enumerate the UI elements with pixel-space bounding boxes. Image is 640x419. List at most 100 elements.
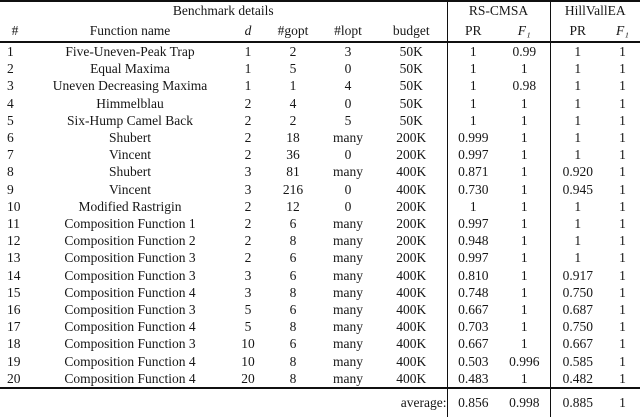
- cell: 1: [619, 336, 626, 352]
- cell: 4: [289, 95, 297, 111]
- table-header: Benchmark details RS-CMSA HillVallEA # F…: [0, 1, 640, 42]
- cell: 15: [7, 284, 21, 300]
- cell: many: [333, 267, 363, 283]
- cell: 5: [244, 319, 252, 335]
- table-row: 17 Composition Function 4 5 8 many 400K 0.703 1…: [0, 318, 640, 336]
- cell: 200K: [396, 233, 427, 249]
- cell: 0.997: [446, 215, 499, 233]
- cell: 1: [244, 78, 252, 94]
- group-header-hillvallea: HillVallEA: [549, 1, 640, 20]
- cell: 1: [619, 216, 626, 232]
- cell: Composition Function 3: [64, 267, 196, 283]
- cell: 1: [520, 61, 528, 77]
- cell: 10: [7, 198, 21, 214]
- group-header-row: Benchmark details RS-CMSA HillVallEA: [0, 1, 640, 20]
- cell: 1: [619, 233, 626, 249]
- cell: 1: [619, 112, 626, 128]
- cell: 1: [619, 181, 626, 197]
- cell: Composition Function 3: [64, 336, 196, 352]
- cell: 0.98: [512, 78, 537, 94]
- cell: 50K: [399, 44, 423, 59]
- cell: 1: [520, 302, 528, 318]
- cell: Composition Function 2: [64, 233, 196, 249]
- cell: 400K: [396, 284, 427, 300]
- cell: 1: [520, 336, 528, 352]
- table-row: 10 Modified Rastrigin 2 12 0 200K 1 1 1 1: [0, 197, 640, 216]
- cell: 5: [344, 112, 352, 128]
- cell: 2: [244, 147, 252, 163]
- cell: 12: [286, 198, 300, 214]
- cell: Shubert: [109, 164, 151, 180]
- cell: 1: [244, 61, 252, 77]
- cell: 1: [520, 112, 528, 128]
- cell: 0.917: [549, 266, 605, 284]
- cell: many: [333, 370, 363, 386]
- cell: many: [333, 250, 363, 266]
- table-row: 2 Equal Maxima 1 5 0 50K 1 1 1 1: [0, 60, 640, 78]
- cell: 1: [549, 42, 605, 61]
- group-header-benchmark-details: Benchmark details: [172, 3, 274, 18]
- cell: 1: [520, 284, 528, 300]
- cell: 3: [244, 267, 252, 283]
- cell: 0.948: [446, 232, 499, 250]
- cell: Five-Uneven-Peak Trap: [65, 44, 195, 59]
- average-f1-hillvallea: 1: [619, 395, 626, 411]
- cell: 1: [446, 111, 499, 130]
- cell: 8: [289, 319, 297, 335]
- cell: 1: [446, 94, 499, 112]
- cell: 200K: [396, 250, 427, 266]
- cell: Modified Rastrigin: [78, 198, 182, 214]
- table-row: 19 Composition Function 4 10 8 many 400K 0.503…: [0, 352, 640, 370]
- cell: 0.585: [549, 352, 605, 370]
- cell: 400K: [396, 181, 427, 197]
- cell: Composition Function 4: [64, 284, 196, 300]
- cell: 11: [7, 216, 20, 232]
- cell: 200K: [396, 147, 427, 163]
- cell: 1: [549, 215, 605, 233]
- group-header-rs-cmsa: RS-CMSA: [446, 1, 550, 20]
- average-pr-rs-cmsa: 0.856: [446, 388, 499, 418]
- cell: 1: [619, 284, 626, 300]
- cell: 18: [286, 130, 300, 146]
- table-row: 6 Shubert 2 18 many 200K 0.999 1 1 1: [0, 129, 640, 147]
- cell: 1: [520, 233, 528, 249]
- cell: 3: [244, 284, 252, 300]
- cell: 200K: [396, 198, 427, 214]
- cell: 13: [7, 250, 21, 266]
- cell: 3: [7, 78, 14, 94]
- cell: 6: [7, 130, 14, 146]
- column-header-gopt: #gopt: [277, 23, 309, 38]
- cell: 16: [7, 302, 21, 318]
- cell: 1: [619, 164, 626, 180]
- cell: 2: [244, 112, 252, 128]
- column-header-f1-hillvallea: F₁: [616, 23, 629, 38]
- cell: 1: [446, 42, 499, 61]
- cell: 1: [619, 250, 626, 266]
- cell: 2: [244, 130, 252, 146]
- cell: 1: [619, 61, 626, 77]
- cell: Composition Function 4: [64, 370, 196, 386]
- cell: 1: [619, 78, 626, 94]
- cell: 50K: [399, 95, 423, 111]
- cell: Shubert: [109, 130, 151, 146]
- cell: 0: [344, 61, 352, 77]
- table-row: 15 Composition Function 4 3 8 many 400K 0.748 1…: [0, 283, 640, 302]
- column-header-pr-hillvallea: PR: [549, 20, 605, 42]
- cell: 0.996: [509, 353, 540, 369]
- cell: 6: [289, 336, 297, 352]
- cell: 1: [619, 130, 626, 146]
- cell: Composition Function 4: [64, 353, 196, 369]
- column-header-budget: budget: [392, 23, 430, 38]
- cell: Composition Function 1: [64, 216, 196, 232]
- cell: 6: [289, 302, 297, 318]
- cell: 7: [7, 147, 14, 163]
- cell: 0.748: [446, 283, 499, 302]
- cell: 14: [7, 267, 21, 283]
- cell: many: [333, 319, 363, 335]
- table-row: 1 Five-Uneven-Peak Trap 1 2 3 50K 1 0.99 1 1: [0, 42, 640, 61]
- cell: 1: [520, 319, 528, 335]
- cell: 0.997: [446, 249, 499, 267]
- cell: Six-Hump Camel Back: [67, 112, 193, 128]
- cell: 0.99: [512, 44, 537, 59]
